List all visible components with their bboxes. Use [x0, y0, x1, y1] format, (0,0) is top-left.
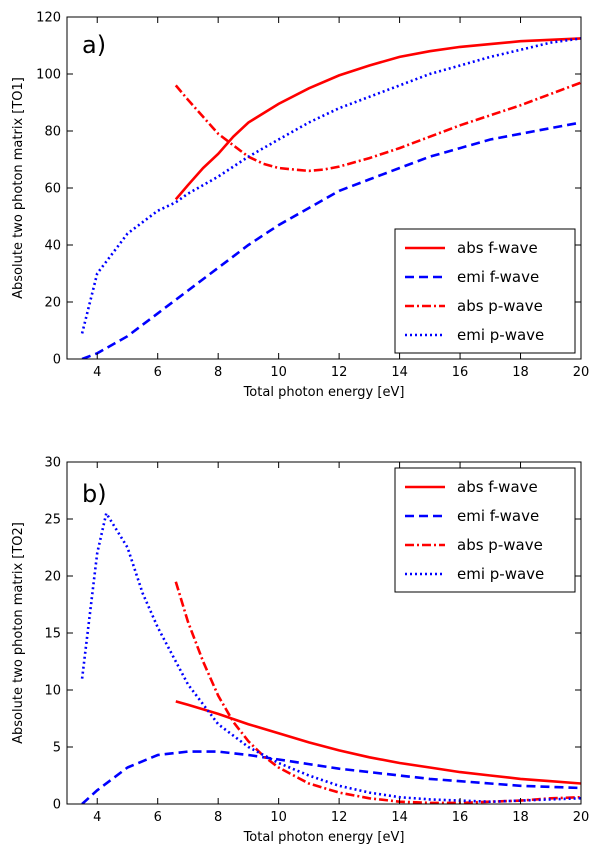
panel-b-y-tick-label: 10	[44, 684, 61, 699]
panel-b-legend-label: abs f-wave	[457, 478, 538, 496]
panel-a-panel-label: a)	[82, 31, 106, 59]
panel-a-y-tick-label: 20	[44, 296, 61, 311]
panel-b-series-emi-f-wave	[81, 750, 581, 804]
panel-b-x-tick-label: 4	[93, 810, 101, 825]
panel-a-x-tick-label: 16	[452, 365, 469, 380]
chart-panel-b: 4 6 8 10 12 14 16 18 20 0 5 10 15 20 25 30 Total photon …	[11, 456, 589, 846]
panel-b-legend-label: abs p-wave	[457, 536, 543, 554]
panel-a-y-tick-label: 60	[44, 182, 61, 197]
panel-a-y-axis-label: Absolute two photon matrix [TO1]	[11, 77, 26, 299]
panel-b-y-tick-label: 0	[53, 798, 61, 813]
panel-a-x-tick-label: 4	[93, 365, 101, 380]
panel-a-series-abs-p-wave	[174, 81, 581, 173]
panel-b-y-tick-label: 15	[44, 627, 61, 642]
panel-b-legend-label: emi f-wave	[457, 507, 539, 525]
panel-a-legend-label: emi f-wave	[457, 268, 539, 286]
panel-b-x-tick-label: 10	[270, 810, 287, 825]
panel-b-x-tick-label: 8	[214, 810, 222, 825]
panel-b-y-tick-label: 5	[53, 741, 61, 756]
panel-a-legend-label: abs f-wave	[457, 239, 538, 257]
panel-a-legend-label: abs p-wave	[457, 297, 543, 315]
panel-b-x-axis-label: Total photon energy [eV]	[243, 830, 405, 845]
panel-a-y-tick-label: 0	[53, 353, 61, 368]
panel-b-series-emi-p-wave	[80, 509, 581, 804]
panel-b-y-axis-label: Absolute two photon matrix [TO2]	[11, 522, 26, 744]
panel-b-panel-label: b)	[82, 480, 107, 508]
panel-a-series-emi-p-wave	[80, 37, 581, 334]
panel-a-x-tick-label: 10	[270, 365, 287, 380]
panel-a-series-abs-f-wave	[174, 37, 581, 201]
panel-b-legend: abs f-wave emi f-wave abs p-wave emi p-wave	[394, 467, 576, 593]
panel-b-legend-box	[394, 467, 576, 593]
panel-a-x-tick-label: 12	[331, 365, 348, 380]
panel-a-y-tick-label: 100	[36, 68, 61, 83]
panel-b-series-abs-p-wave	[174, 581, 581, 804]
panel-b-x-tick-label: 14	[391, 810, 408, 825]
panel-a-x-tick-label: 20	[573, 365, 590, 380]
panel-b-x-tick-label: 20	[573, 810, 590, 825]
panel-b-x-tick-label: 6	[154, 810, 162, 825]
panel-b-x-tick-label: 16	[452, 810, 469, 825]
panel-a-x-axis-label: Total photon energy [eV]	[243, 385, 405, 400]
panel-a-x-tick-label: 8	[214, 365, 222, 380]
panel-a-y-tick-label: 80	[44, 125, 61, 140]
panel-a-x-tick-label: 6	[154, 365, 162, 380]
panel-a-legend: abs f-wave emi f-wave abs p-wave emi p-wave	[394, 228, 576, 354]
panel-b-y-tick-label: 20	[44, 570, 61, 585]
panel-b-legend-label: emi p-wave	[457, 565, 544, 583]
panel-a-x-tick-label: 18	[512, 365, 529, 380]
panel-a-y-tick-label: 40	[44, 239, 61, 254]
panel-a-legend-label: emi p-wave	[457, 326, 544, 344]
panel-b-y-tick-label: 25	[44, 513, 61, 528]
panel-b-x-tick-label: 18	[512, 810, 529, 825]
panel-b-y-tick-label: 30	[44, 456, 61, 471]
panel-a-y-tick-label: 120	[36, 11, 61, 26]
chart-panel-a: 4 6 8 10 12 14 16 18 20 0 20 40 60 80 100 120 Total phot…	[11, 11, 589, 401]
panel-b-series-abs-f-wave	[175, 700, 581, 785]
panel-a-x-tick-label: 14	[391, 365, 408, 380]
panel-a-legend-box	[394, 228, 576, 354]
panel-b-x-tick-label: 12	[331, 810, 348, 825]
